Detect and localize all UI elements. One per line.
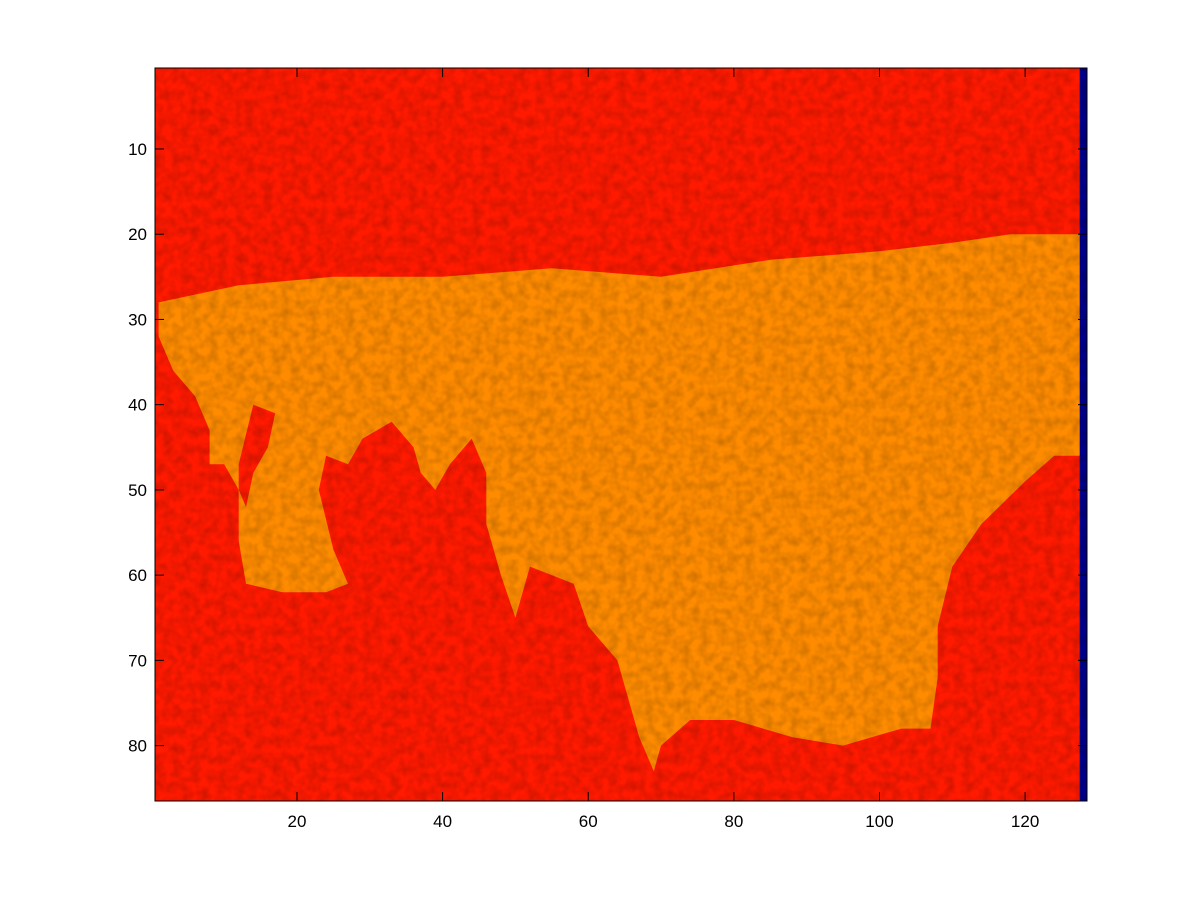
y-tick-label: 60 xyxy=(128,566,147,585)
y-tick-label: 10 xyxy=(128,140,147,159)
y-tick-label: 80 xyxy=(128,737,147,756)
axis-ticks: 20 40 60 80 100 120 10 20 30 40 50 60 70 80 xyxy=(128,68,1087,831)
x-tick-label: 20 xyxy=(288,812,307,831)
y-tick-label: 40 xyxy=(128,396,147,415)
axes-frame xyxy=(154,67,1088,802)
y-tick-label: 70 xyxy=(128,651,147,670)
x-tick-label: 60 xyxy=(579,812,598,831)
heatmap-texture xyxy=(155,68,1087,801)
x-tick-label: 100 xyxy=(865,812,893,831)
y-tick-label: 50 xyxy=(128,481,147,500)
x-tick-label: 120 xyxy=(1011,812,1039,831)
y-tick-label: 30 xyxy=(128,310,147,329)
y-tick-label: 20 xyxy=(128,225,147,244)
x-tick-label: 80 xyxy=(724,812,743,831)
heatmap-plot-area xyxy=(155,68,1087,801)
x-tick-label: 40 xyxy=(433,812,452,831)
